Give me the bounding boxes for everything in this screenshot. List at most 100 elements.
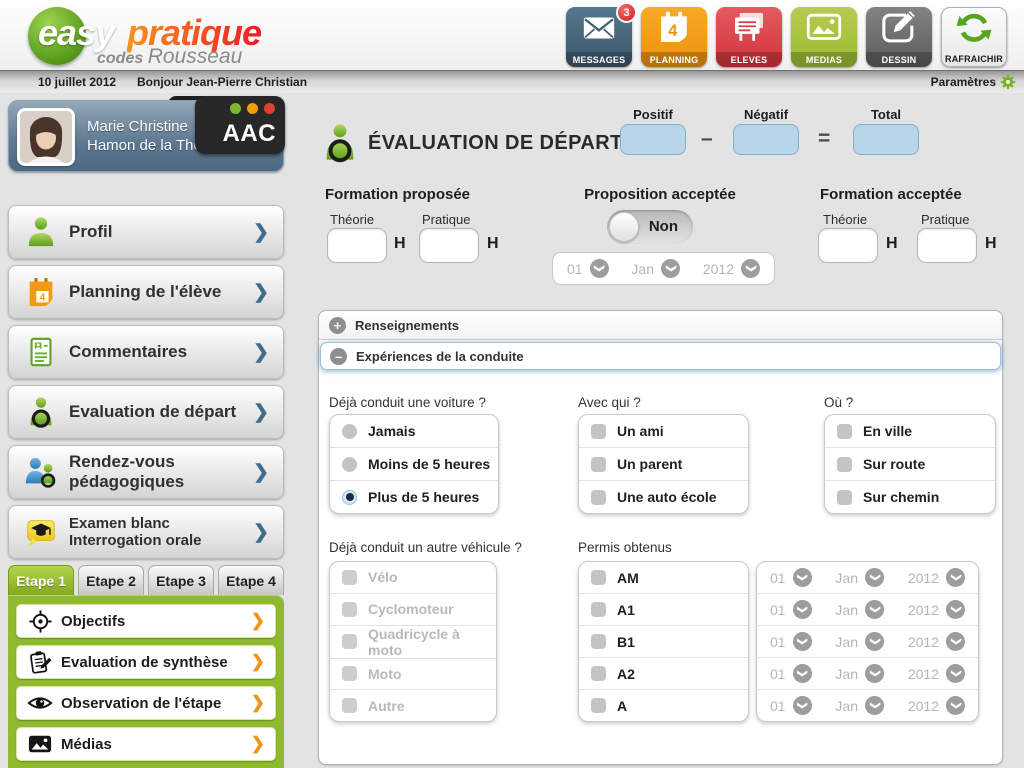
radio-icon[interactable]	[342, 456, 357, 472]
checkbox-option[interactable]: A2	[579, 657, 748, 689]
formation-proposee-theorie-input[interactable]	[327, 228, 387, 263]
tab-etape-2[interactable]: Etape 2	[78, 565, 144, 595]
ou-question: Où ?	[824, 395, 854, 410]
positif-field[interactable]	[620, 124, 686, 155]
formation-acceptee-theorie-input[interactable]	[818, 228, 878, 263]
rafraichir-button[interactable]: RAFRAICHIR	[941, 7, 1007, 67]
current-date: 10 juillet 2012	[38, 75, 117, 89]
etape-item-medias[interactable]: Médias	[16, 727, 276, 761]
sidebar-item-rendez-vous[interactable]: Rendez-vous pédagogiques	[8, 445, 284, 499]
checkbox-icon[interactable]	[591, 456, 606, 472]
checkbox-option[interactable]: En ville	[825, 415, 995, 447]
checkbox-icon[interactable]	[591, 489, 606, 505]
formation-proposee-pratique-input[interactable]	[419, 228, 479, 263]
checkbox-option[interactable]: Une auto école	[579, 480, 748, 513]
checkbox-icon[interactable]	[591, 666, 606, 681]
tab-etape-4[interactable]: Etape 4	[218, 565, 284, 595]
chevron-down-icon	[741, 259, 760, 278]
checkbox-icon[interactable]	[837, 489, 852, 505]
medias-button[interactable]: MEDIAS	[791, 7, 857, 67]
year-value: 2012	[907, 633, 939, 650]
checkbox-option[interactable]: B1	[579, 625, 748, 657]
proposition-acceptee-title: Proposition acceptée	[584, 186, 736, 203]
student-first-name: Marie Christine	[87, 118, 188, 135]
formation-acceptee-pratique-input[interactable]	[917, 228, 977, 263]
checkbox-icon[interactable]	[591, 634, 606, 649]
logo-codes: codes	[97, 50, 144, 67]
pencil-icon	[878, 8, 920, 53]
proposition-toggle[interactable]: Non	[607, 210, 693, 244]
tab-label: Etape 2	[86, 572, 136, 589]
status-bar: 10 juillet 2012 Bonjour Jean-Pierre Chri…	[0, 70, 1024, 93]
nav-label: MEDIAS	[791, 52, 857, 67]
permis-date-select: 01 Jan 2012	[757, 593, 978, 625]
gear-icon[interactable]	[1000, 74, 1016, 93]
checkbox-option[interactable]: A1	[579, 593, 748, 625]
dessin-button[interactable]: DESSIN	[866, 7, 932, 67]
etape-item-label: Médias	[61, 735, 112, 753]
etape-item-observation[interactable]: Observation de l'étape	[16, 686, 276, 720]
sidebar-item-examen-blanc[interactable]: Examen blanc Interrogation orale	[8, 505, 284, 559]
sidebar-item-planning[interactable]: 4 Planning de l'élève	[8, 265, 284, 319]
day-value: 01	[770, 601, 786, 618]
checkbox-icon[interactable]	[837, 423, 852, 439]
tab-etape-1[interactable]: Etape 1	[8, 565, 74, 595]
chevron-down-icon	[865, 568, 884, 587]
radio-option[interactable]: Jamais	[330, 415, 498, 447]
checkbox-option[interactable]: Un ami	[579, 415, 748, 447]
hours-unit: H	[985, 235, 997, 252]
tab-label: Etape 4	[226, 572, 276, 589]
chevron-down-icon	[792, 696, 812, 715]
radio-option[interactable]: Moins de 5 heures	[330, 447, 498, 480]
radio-option[interactable]: Plus de 5 heures	[330, 480, 498, 513]
hours-unit: H	[394, 235, 406, 252]
accordion-experiences[interactable]: – Expériences de la conduite	[320, 342, 1001, 370]
sidebar-item-evaluation-depart[interactable]: Evaluation de départ	[8, 385, 284, 439]
eleves-button[interactable]: ELEVES	[716, 7, 782, 67]
year-value: 2012	[907, 601, 939, 618]
people-icon	[21, 454, 61, 490]
label-line-1: Examen blanc	[69, 515, 170, 532]
option-label: A1	[617, 601, 635, 618]
sidebar-item-commentaires[interactable]: Commentaires	[8, 325, 284, 379]
proposition-date-select: 01 Jan 2012	[552, 252, 775, 285]
checkbox-icon	[342, 569, 357, 585]
chevron-down-icon	[589, 259, 609, 278]
checkbox-icon[interactable]	[591, 570, 606, 585]
toggle-knob[interactable]	[609, 212, 639, 242]
sidebar-item-profil[interactable]: Profil	[8, 205, 284, 259]
accordion-label: Renseignements	[355, 317, 460, 333]
greeting: Bonjour Jean-Pierre Christian	[137, 75, 308, 89]
student-photo	[17, 108, 75, 166]
positif-label: Positif	[633, 107, 673, 122]
total-field[interactable]	[853, 124, 919, 155]
checkbox-icon[interactable]	[591, 602, 606, 617]
option-label: En ville	[863, 423, 913, 439]
messages-button[interactable]: 3 MESSAGES	[566, 2, 637, 67]
checkbox-option[interactable]: AM	[579, 562, 748, 593]
sidebar-item-label: Rendez-vous pédagogiques	[69, 452, 185, 491]
tab-etape-3[interactable]: Etape 3	[148, 565, 214, 595]
etape-item-objectifs[interactable]: Objectifs	[16, 604, 276, 638]
checkbox-option[interactable]: Sur chemin	[825, 480, 995, 513]
permis-date-select: 01 Jan 2012	[757, 562, 978, 593]
planning-button[interactable]: 4 PLANNING	[641, 7, 707, 67]
pratique-label: Pratique	[422, 212, 471, 227]
permis-question: Permis obtenus	[578, 540, 672, 555]
checkbox-icon[interactable]	[591, 698, 606, 713]
checkbox-icon[interactable]	[591, 423, 606, 439]
minus-sign: –	[701, 127, 713, 150]
aac-badge: AAC	[195, 96, 285, 154]
negatif-field[interactable]	[733, 124, 799, 155]
etape-item-evaluation-synthese[interactable]: Evaluation de synthèse	[16, 645, 276, 679]
checkbox-option[interactable]: A	[579, 689, 748, 721]
theorie-label: Théorie	[330, 212, 375, 227]
settings-link[interactable]: Paramètres	[930, 75, 996, 89]
accordion-renseignements[interactable]: + Renseignements	[319, 311, 1002, 340]
checkbox-icon[interactable]	[837, 456, 852, 472]
radio-checked-icon[interactable]	[342, 489, 357, 505]
day-value: 01	[770, 633, 786, 650]
radio-icon[interactable]	[342, 423, 357, 439]
checkbox-option[interactable]: Sur route	[825, 447, 995, 480]
checkbox-option[interactable]: Un parent	[579, 447, 748, 480]
